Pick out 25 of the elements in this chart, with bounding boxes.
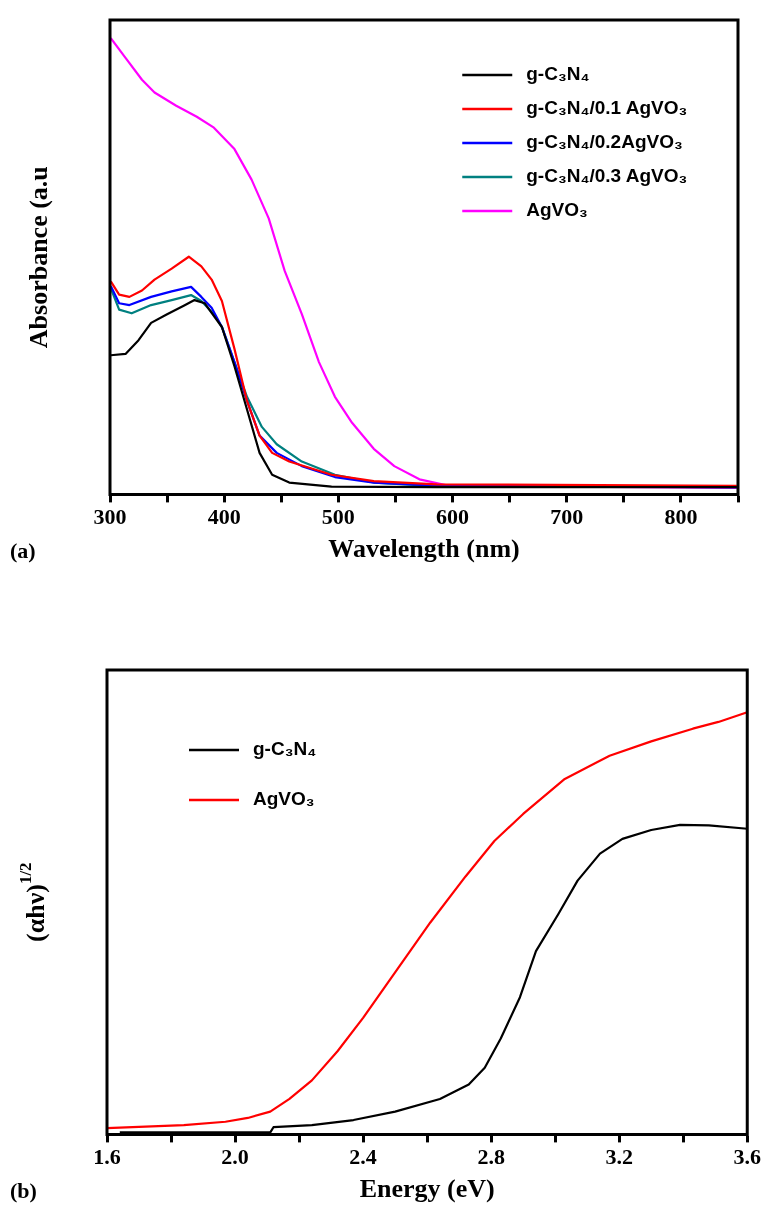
x-axis-title: Wavelength (nm) [328,534,520,564]
x-tick-label: 2.8 [477,1144,505,1170]
legend-label: g-C₃N₄/0.3 AgVO₃ [526,165,688,187]
x-tick-label: 1.6 [93,1144,121,1170]
text: (a) [10,537,36,563]
y-axis-title: (αhν)1/2 [15,862,50,942]
x-tick-label: 3.2 [605,1144,633,1170]
x-tick-label: 800 [664,504,698,530]
text: (b) [10,1177,37,1203]
x-tick-label: 2.4 [349,1144,377,1170]
x-axis-title: Energy (eV) [359,1174,495,1204]
x-tick-label: 400 [207,504,241,530]
legend-label: g-C₃N₄ [526,63,590,85]
x-tick-label: 700 [550,504,584,530]
x-tick-label: 300 [93,504,127,530]
x-tick-label: 3.6 [733,1144,761,1170]
legend-label: AgVO₃ [253,788,315,810]
legend-label: g-C₃N₄/0.1 AgVO₃ [526,97,688,119]
x-tick-label: 500 [321,504,355,530]
x-tick-label: 2.0 [221,1144,249,1170]
legend-label: g-C₃N₄ [253,738,317,760]
legend-label: g-C₃N₄/0.2AgVO₃ [526,131,683,153]
y-axis-title: Absorbance (a.u [23,166,53,349]
legend-label: AgVO₃ [526,199,588,221]
x-tick-label: 600 [436,504,470,530]
